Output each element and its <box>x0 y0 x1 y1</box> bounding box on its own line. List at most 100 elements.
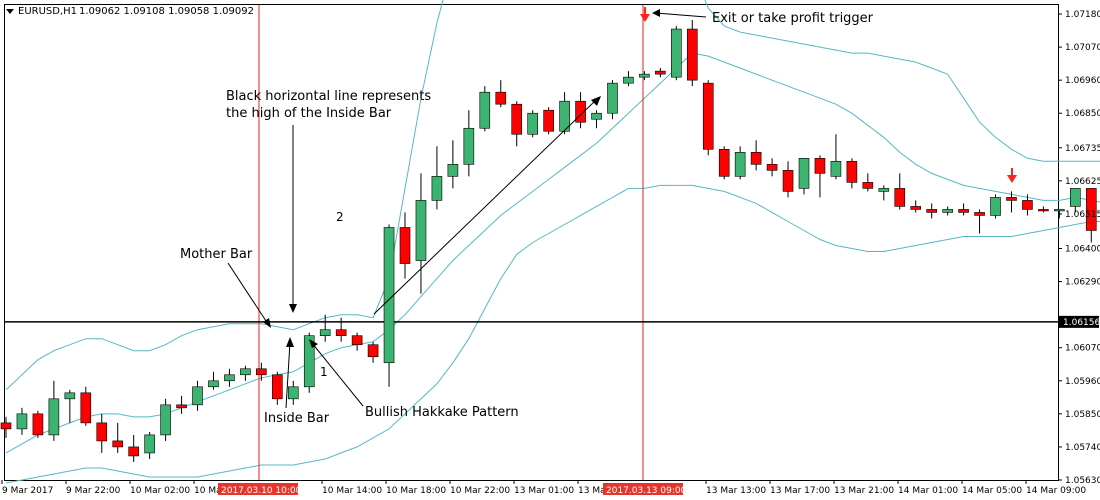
candle-body <box>415 200 427 261</box>
y-tick-label: 1.06735 <box>1065 144 1100 154</box>
candle <box>974 209 985 234</box>
candle-body <box>1006 197 1017 201</box>
candle-body <box>80 392 92 424</box>
candle-body <box>160 404 171 436</box>
x-tick-label: 10 Mar 14:00 <box>322 486 382 496</box>
candle <box>798 158 810 195</box>
time-axis: 9 Mar 2017 9 Mar 22:00 10 Mar 02:00 10 Mar … <box>1 480 1086 496</box>
current-price-badge <box>1059 315 1099 328</box>
candle <box>1085 188 1097 243</box>
candle-body <box>287 386 299 400</box>
candle-body <box>655 70 666 75</box>
candle-body <box>814 158 826 174</box>
arrow-black-line-head <box>289 304 297 313</box>
candle <box>894 173 906 210</box>
candle-body <box>367 344 379 358</box>
candle <box>415 173 427 294</box>
candle <box>750 140 762 171</box>
candle <box>80 386 92 426</box>
candle-body <box>383 227 395 364</box>
candle-body <box>335 329 347 336</box>
candle-body <box>303 335 315 388</box>
candle-body <box>399 227 411 264</box>
candle <box>0 416 12 438</box>
candle-body <box>224 374 235 382</box>
candle <box>830 134 842 180</box>
candle <box>1006 191 1017 213</box>
candle-body <box>591 112 602 120</box>
candle-body <box>511 103 523 135</box>
bollinger-mid-line <box>5 52 1100 454</box>
candle <box>1070 188 1081 213</box>
candle-body <box>846 161 858 183</box>
candle-body <box>543 109 554 132</box>
candle-body <box>256 368 267 376</box>
candle <box>559 92 570 135</box>
candle-body <box>1054 209 1065 212</box>
candle <box>591 110 602 129</box>
candle-body <box>894 188 906 207</box>
annotation-inside-bar: Inside Bar <box>264 411 330 426</box>
annotation-num-1: 1 <box>320 365 328 379</box>
candle <box>846 158 858 189</box>
y-tick-label: 1.05740 <box>1065 443 1100 453</box>
annotation-num-2: 2 <box>336 210 344 224</box>
candle <box>272 371 283 405</box>
arrow-exit-head <box>652 9 660 17</box>
candle <box>702 80 714 156</box>
time-badge-label: 2017.03.10 10:00 <box>221 486 302 496</box>
candles-layer <box>0 5 1097 480</box>
candle-body <box>319 329 331 336</box>
candle-body <box>671 28 682 78</box>
candle-body <box>718 149 730 177</box>
candle <box>48 380 60 441</box>
annotation-black-line-2: the high of the Inside Bar <box>226 106 392 121</box>
candle <box>958 203 969 216</box>
trend-arrow-head <box>591 96 601 106</box>
candle <box>431 146 443 210</box>
candle <box>112 422 124 453</box>
ohlc-readout: 1.09062 1.09108 1.09058 1.09092 <box>79 6 254 17</box>
x-tick-label: 9 Mar 22:00 <box>66 486 121 496</box>
time-badge <box>603 483 683 495</box>
candle-body <box>1038 209 1049 212</box>
annotation-exit-trigger: Exit or take profit trigger <box>712 11 874 26</box>
candle-body <box>48 398 60 436</box>
candle <box>862 173 874 192</box>
x-tick-label: 13 Mar 17:00 <box>770 486 830 496</box>
candle-body <box>990 197 1001 216</box>
candle-body <box>527 112 538 135</box>
time-badge-label: 2017.03.13 09:00 <box>606 486 687 496</box>
candle <box>910 200 922 213</box>
x-tick-label: 14 Mar 09:00 <box>1026 486 1086 496</box>
candle <box>814 155 826 198</box>
bollinger-lower-line <box>5 184 1100 484</box>
y-tick-label: 1.07180 <box>1065 10 1100 20</box>
symbol-title: EURUSD,H1 <box>18 6 77 17</box>
dropdown-triangle-icon[interactable] <box>6 9 14 14</box>
candle-body <box>176 404 187 409</box>
candle <box>990 194 1001 219</box>
candle-body <box>607 82 618 114</box>
annotations: Exit or take profit trigger Black horizo… <box>180 9 874 426</box>
candle-body <box>351 335 363 346</box>
candle-body <box>830 161 842 177</box>
candle <box>399 212 411 279</box>
candle <box>782 161 794 198</box>
candle <box>176 395 187 414</box>
x-tick-label: 14 Mar 01:00 <box>898 486 958 496</box>
candle <box>495 80 507 108</box>
candle-body <box>766 164 778 171</box>
candle-body <box>686 28 698 81</box>
candle <box>16 407 28 435</box>
x-tick-label: 9 Mar 2017 <box>2 486 53 496</box>
annotation-hakkake: Bullish Hakkake Pattern <box>365 405 519 420</box>
candle <box>351 332 363 351</box>
candle-body <box>1085 188 1097 231</box>
candle-body <box>926 209 937 213</box>
candle-body <box>559 100 570 132</box>
candle <box>1022 194 1033 216</box>
trend-arrow-line <box>373 99 597 315</box>
candle <box>623 71 634 87</box>
